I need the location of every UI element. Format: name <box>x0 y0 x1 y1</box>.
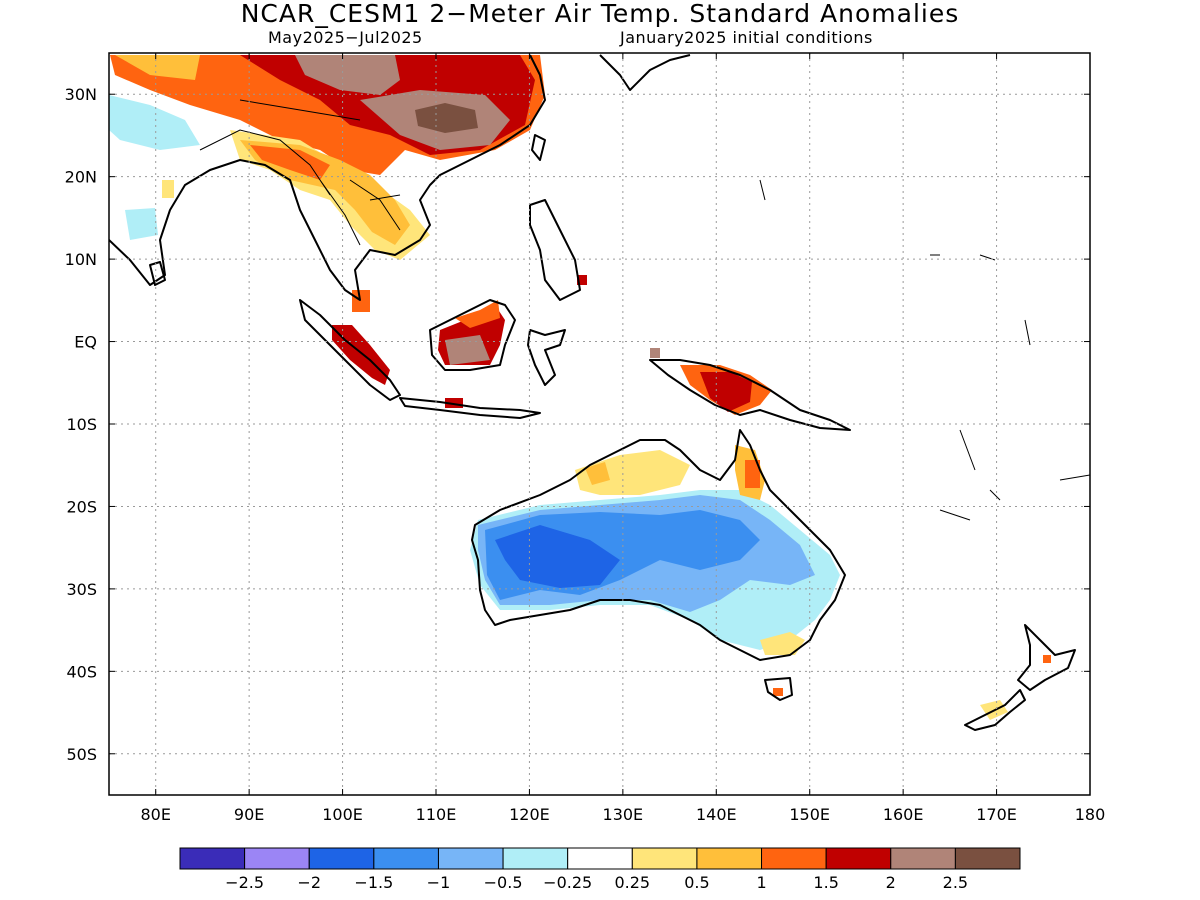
colorbar-swatch <box>244 847 310 870</box>
colorbar-label: −2 <box>297 873 321 892</box>
borders <box>199 99 1090 521</box>
lat-tick-labels: 30N 20N 10N EQ 10S 20S 30S 40S 50S <box>65 85 97 764</box>
lat-tick-label: 50S <box>66 745 97 764</box>
coast-tasmania <box>764 677 793 701</box>
lat-tick-label: 20N <box>65 168 97 187</box>
colorbar-swatch <box>502 847 569 870</box>
island-chain-pacific <box>759 179 1090 521</box>
lon-tick-label: 110E <box>416 805 457 824</box>
lon-tick-label: 80E <box>140 805 170 824</box>
warm-region-tibet <box>295 55 400 95</box>
lon-tick-label: 140E <box>696 805 737 824</box>
coast-nz-north <box>1017 624 1076 691</box>
warm-patch-nz-north <box>1043 655 1051 663</box>
gridlines <box>109 53 1090 795</box>
colorbar-swatch <box>567 847 633 870</box>
colorbar-label: 1 <box>756 873 766 892</box>
lon-tick-labels: 80E 90E 100E 110E 120E 130E 140E 150E 160E 170E 18… <box>140 805 1105 824</box>
colorbar-swatch <box>179 847 246 870</box>
warm-region-burma-red <box>250 145 330 180</box>
lon-tick-label: 180 <box>1075 805 1106 824</box>
coast-australia <box>471 429 846 661</box>
cool-region-australia-core <box>495 525 620 588</box>
colorbar-swatch <box>825 847 892 870</box>
coast-borneo <box>429 299 516 371</box>
cool-region-india-south <box>125 208 158 240</box>
coast-japan <box>599 54 691 91</box>
colorbar-label: −2.5 <box>225 873 264 892</box>
lat-tick-label: 10N <box>65 250 97 269</box>
coast-nz-south <box>964 689 1026 731</box>
lon-tick-label: 160E <box>883 805 924 824</box>
warm-region-north-edge <box>115 55 200 80</box>
warm-patch-tasmania <box>773 688 783 696</box>
colorbar-label: 0.25 <box>614 873 650 892</box>
warm-patch-india <box>162 180 174 198</box>
lat-tick-label: 30N <box>65 85 97 104</box>
warm-region-southeast-australia <box>760 632 805 655</box>
warm-patch-cape-york <box>745 460 760 488</box>
colorbar-label: −0.5 <box>484 873 523 892</box>
colorbar-swatch <box>696 847 763 870</box>
coast-sri-lanka <box>149 261 166 286</box>
warm-region-china-darkest <box>415 103 478 133</box>
coast-java <box>399 397 541 419</box>
warm-region-borneo-orange <box>455 300 500 328</box>
coast-asia <box>109 54 546 301</box>
lon-tick-label: 90E <box>234 805 264 824</box>
colorbar-swatch <box>954 847 1021 870</box>
lon-tick-label: 150E <box>789 805 830 824</box>
colorbar-label: 2.5 <box>943 873 968 892</box>
lat-tick-label: 40S <box>66 662 97 681</box>
lon-tick-label: 100E <box>322 805 363 824</box>
colorbar-swatch <box>437 847 504 870</box>
colorbar-swatch <box>890 847 956 870</box>
forecast-period: May2025−Jul2025 <box>268 28 423 47</box>
lat-tick-label: 10S <box>66 415 97 434</box>
coastlines <box>109 54 1076 731</box>
axis-ticks <box>109 53 1091 795</box>
warm-region-north-australia-orange <box>585 462 610 485</box>
lon-tick-label: 170E <box>976 805 1017 824</box>
coast-sumatra <box>299 299 401 401</box>
warm-patch-philippines <box>577 275 587 285</box>
lon-tick-label: 130E <box>603 805 644 824</box>
colorbar-label: −1.5 <box>354 873 393 892</box>
colorbar-swatch <box>761 847 827 870</box>
warm-region-borneo-brown <box>445 335 490 365</box>
colorbar-label: 0.5 <box>684 873 709 892</box>
colorbar-label: 2 <box>886 873 896 892</box>
colorbar-label: −0.25 <box>543 873 592 892</box>
anomaly-field <box>109 55 1051 720</box>
warm-region-north-australia <box>575 450 690 495</box>
coast-taiwan <box>531 134 546 161</box>
colorbar-swatch <box>308 847 375 870</box>
coast-philippines <box>529 199 581 301</box>
colorbar: −2.5 −2 −1.5 −1 −0.5 −0.25 0.25 0.5 1 1.5 2 2.5 <box>179 847 1021 892</box>
lat-tick-label: EQ <box>74 333 97 352</box>
lat-tick-label: 30S <box>66 580 97 599</box>
warm-patch-malaya <box>352 290 370 312</box>
warm-patch-java <box>445 398 463 408</box>
cool-region-india <box>109 95 200 150</box>
lat-tick-label: 20S <box>66 497 97 516</box>
warm-patch-guinea-brown <box>650 348 660 358</box>
warm-region-new-guinea-strong <box>700 372 752 412</box>
map-title: NCAR_CESM1 2−Meter Air Temp. Standard An… <box>240 0 960 28</box>
colorbar-swatch <box>373 847 439 870</box>
coast-sulawesi <box>527 329 566 386</box>
colorbar-swatch <box>631 847 698 870</box>
colorbar-label: −1 <box>427 873 451 892</box>
colorbar-label: 1.5 <box>813 873 838 892</box>
coast-new-guinea <box>649 359 851 431</box>
border-lines <box>199 99 401 246</box>
lon-tick-label: 120E <box>509 805 550 824</box>
initial-conditions: January2025 initial conditions <box>620 28 873 47</box>
